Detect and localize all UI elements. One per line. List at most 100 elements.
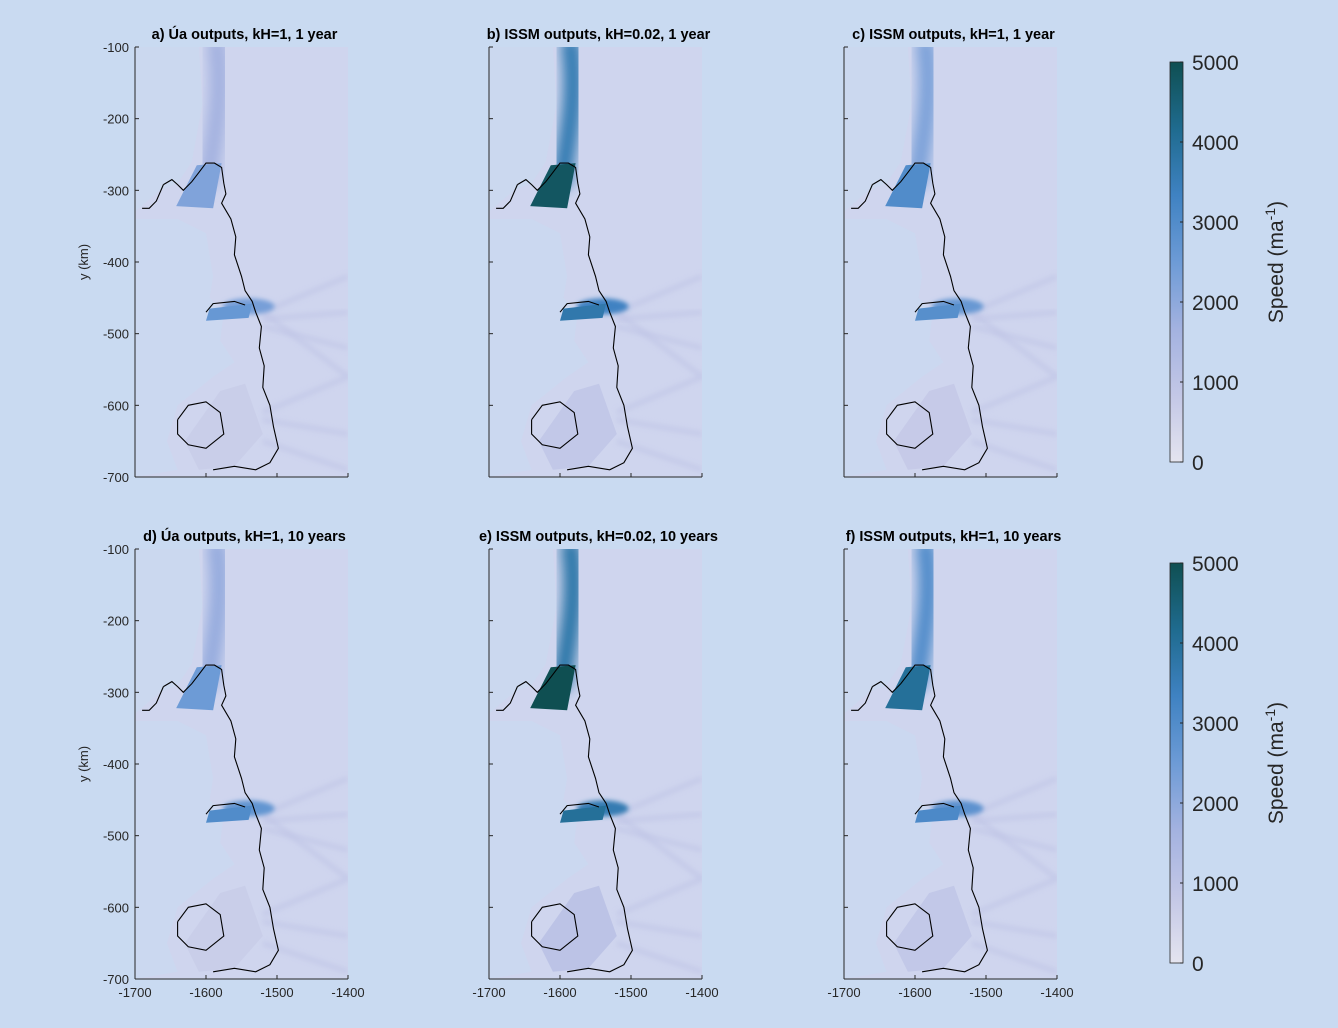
y-tick-label: -100 — [103, 542, 129, 557]
open-ocean — [489, 219, 589, 477]
flow-streak — [615, 940, 702, 975]
x-tick-label: -1500 — [260, 985, 293, 1000]
panel-title: b) ISSM outputs, kH=0.02, 1 year — [487, 27, 711, 43]
colorbar-tick-label: 3000 — [1192, 713, 1239, 736]
colorbar-tick-label: 0 — [1192, 953, 1204, 976]
x-tick-label: -1400 — [685, 985, 718, 1000]
x-tick-label: -1600 — [543, 985, 576, 1000]
y-tick-label: -500 — [103, 327, 129, 342]
grounding-line — [496, 686, 518, 711]
flow-streak — [262, 309, 348, 323]
flow-streak — [615, 273, 702, 315]
y-tick-label: -500 — [103, 829, 129, 844]
flow-streak — [970, 940, 1057, 975]
flow-streak — [615, 775, 702, 817]
flow-streak — [614, 309, 702, 380]
flow-streak — [969, 309, 1057, 380]
open-ocean — [489, 47, 557, 212]
y-tick-label: -700 — [103, 470, 129, 485]
grounding-line — [205, 300, 246, 313]
x-tick-label: -1400 — [1040, 985, 1073, 1000]
flow-streak — [614, 811, 702, 882]
flow-streak — [971, 811, 1057, 825]
main-outlet-tributary — [552, 549, 584, 692]
open-ocean — [844, 219, 944, 477]
panel-d: -1700 -1600 -1500 -1400 -100 -200 -300 -400 -500… — [76, 527, 365, 1000]
panel-e: -1700 -1600 -1500 -1400 e) ISSM outputs, kH=… — [472, 529, 718, 1000]
main-outlet-shelf — [885, 163, 931, 209]
panel-title: d) Úa outputs, kH=1, 10 years — [143, 527, 346, 545]
x-tick-label: -1700 — [827, 985, 860, 1000]
grounding-line — [851, 686, 873, 711]
colorbar-gradient — [1169, 562, 1184, 964]
speed-field — [135, 549, 348, 979]
flow-streak — [970, 875, 1057, 918]
grounding-line — [531, 903, 579, 951]
open-ocean — [489, 549, 557, 714]
panel-b: b) ISSM outputs, kH=0.02, 1 year — [487, 27, 711, 478]
grounding-line — [872, 664, 988, 973]
flow-streak — [971, 825, 1057, 853]
y-tick-label: -300 — [103, 685, 129, 700]
flow-streak — [261, 373, 348, 416]
grounding-line — [914, 802, 955, 815]
open-ocean — [844, 721, 944, 979]
flow-streak — [261, 273, 348, 315]
colorbar-tick-label: 2000 — [1192, 793, 1239, 816]
flow-streak — [616, 416, 702, 437]
grounding-line — [517, 664, 633, 973]
y-tick-label: -200 — [103, 112, 129, 127]
flow-streak — [262, 811, 348, 825]
x-tick-label: -1600 — [898, 985, 931, 1000]
open-ocean — [135, 549, 203, 714]
speed-field — [844, 47, 1057, 477]
panel-title: f) ISSM outputs, kH=1, 10 years — [846, 529, 1062, 545]
flow-streak — [260, 811, 348, 882]
grounding-line — [531, 401, 579, 449]
colorbar-gradient — [1169, 61, 1184, 463]
grounding-line — [142, 184, 164, 209]
open-ocean — [135, 721, 235, 979]
x-tick-label: -1500 — [969, 985, 1002, 1000]
y-tick-label: -400 — [103, 757, 129, 772]
y-tick-label: -600 — [103, 900, 129, 915]
flow-streak — [260, 309, 348, 380]
y-tick-label: -100 — [103, 40, 129, 55]
panel-a: -100 -200 -300 -400 -500 -600 -700 y (km) a) Úa … — [76, 25, 349, 485]
grounding-line — [559, 802, 600, 815]
main-outlet-tributary — [198, 549, 230, 692]
flow-streak — [971, 323, 1057, 351]
grounding-line — [163, 162, 279, 471]
panel-title: c) ISSM outputs, kH=1, 1 year — [852, 27, 1055, 43]
grounding-line — [914, 300, 955, 313]
grounding-line — [517, 162, 633, 471]
flow-streak — [261, 775, 348, 817]
panel-grid: -100 -200 -300 -400 -500 -600 -700 y (km) a) Úa … — [76, 25, 1074, 1000]
colorbar-tick-label: 4000 — [1192, 132, 1239, 155]
flow-streak — [262, 918, 348, 939]
main-outlet-shelf — [530, 163, 576, 209]
x-tick-label: -1700 — [118, 985, 151, 1000]
middle-outlet-shelf — [915, 303, 962, 321]
flow-streak — [970, 273, 1057, 315]
speed-field — [489, 47, 702, 477]
flow-streak — [262, 323, 348, 351]
flow-streak — [616, 825, 702, 853]
grounding-line — [177, 903, 225, 951]
middle-outlet-shelf — [206, 805, 253, 823]
grounding-line — [177, 401, 225, 449]
colorbar: 0 1000 2000 3000 4000 5000 Speed (ma-1) — [1169, 52, 1288, 475]
y-tick-label: -200 — [103, 614, 129, 629]
main-outlet-tributary — [198, 47, 230, 190]
flow-streak — [971, 918, 1057, 939]
y-tick-label: -700 — [103, 972, 129, 987]
y-axis-label: y (km) — [76, 746, 91, 782]
grounding-line — [872, 162, 988, 471]
panel-f: -1700 -1600 -1500 -1400 f) ISSM outputs, kH=… — [827, 529, 1073, 1000]
open-ocean — [844, 47, 912, 212]
flow-streak — [971, 309, 1057, 323]
colorbar-tick-label: 5000 — [1192, 52, 1239, 75]
speed-field — [844, 549, 1057, 979]
flow-streak — [261, 875, 348, 918]
